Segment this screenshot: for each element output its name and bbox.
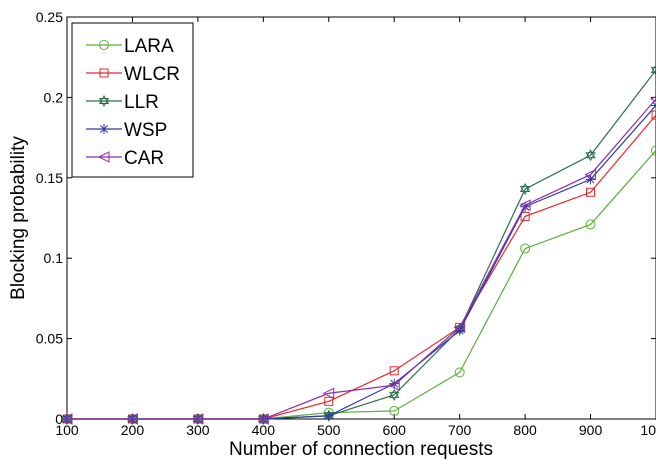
- legend-marker-llr: [98, 94, 110, 108]
- x-tick-label-700: 700: [448, 422, 472, 438]
- point-llr-800: [519, 183, 531, 196]
- point-wsp-600: [389, 378, 400, 389]
- point-llr-900: [585, 149, 596, 162]
- point-lara-1000: [651, 145, 656, 156]
- point-car-600: [388, 379, 400, 392]
- legend-marker-llr-up: [98, 94, 110, 104]
- point-wsp-900: [585, 174, 596, 185]
- point-llr-900-up: [585, 149, 596, 159]
- point-llr-900-down: [585, 152, 596, 162]
- point-llr-600-up: [389, 388, 400, 398]
- point-llr-800-down: [519, 186, 531, 196]
- legend: LARA WLCR LLR WSP CAR: [71, 22, 194, 178]
- point-llr-800-up: [519, 183, 531, 193]
- x-tick-label-500: 500: [317, 422, 341, 438]
- point-car-800: [518, 199, 531, 211]
- legend-entry-wlcr: WLCR: [86, 64, 180, 85]
- legend-label-wlcr: WLCR: [124, 64, 180, 85]
- series-layer: [60, 64, 656, 426]
- x-tick-label-400: 400: [252, 422, 276, 438]
- y-tick-label-0.15: 0.15: [36, 170, 63, 186]
- y-axis-label: Blocking probability: [8, 136, 29, 300]
- legend-label-wsp: WSP: [124, 120, 167, 141]
- legend-marker-lara: [99, 40, 109, 50]
- point-llr-600-down: [389, 391, 400, 401]
- point-car-300: [191, 413, 204, 425]
- x-axis-label: Number of connection requests: [229, 439, 493, 459]
- point-wsp-700: [454, 325, 465, 336]
- y-tick-label-0.1: 0.1: [44, 250, 64, 266]
- point-wlcr-1000: [651, 110, 656, 120]
- point-llr-600: [389, 388, 400, 401]
- point-car-500: [322, 387, 335, 400]
- x-tick-label-600: 600: [383, 422, 407, 438]
- point-wlcr-600: [389, 366, 399, 376]
- y-tick-label-0: 0: [55, 411, 63, 427]
- point-llr-1000-down: [650, 67, 656, 77]
- point-car-100: [60, 413, 73, 425]
- point-car-900: [584, 168, 597, 181]
- legend-marker-wsp: [99, 124, 109, 134]
- legend-box: [71, 22, 194, 178]
- point-car-200: [126, 413, 138, 425]
- point-lara-900: [585, 219, 596, 230]
- point-wlcr-900: [586, 187, 596, 197]
- point-wsp-500: [323, 410, 334, 421]
- x-tick-label-100: 100: [55, 422, 79, 438]
- point-wsp-800: [520, 201, 531, 212]
- legend-entry-car: CAR: [86, 148, 164, 169]
- y-tick-label-0.2: 0.2: [44, 89, 64, 105]
- legend-label-car: CAR: [124, 148, 164, 169]
- point-car-700: [453, 321, 466, 334]
- series-car: [60, 95, 656, 425]
- legend-entry-lara: LARA: [86, 36, 174, 57]
- legend-entry-llr: LLR: [86, 92, 159, 113]
- point-lara-600: [389, 405, 400, 416]
- legend-marker-car: [97, 151, 110, 163]
- legend-marker-wlcr: [99, 68, 109, 78]
- x-tick-label-200: 200: [121, 422, 145, 438]
- legend-entry-wsp: WSP: [86, 120, 167, 141]
- point-llr-1000-up: [650, 64, 656, 74]
- legend-label-lara: LARA: [124, 36, 174, 57]
- y-tick-label-0.05: 0.05: [36, 331, 63, 347]
- point-lara-800: [520, 243, 531, 254]
- series-line-car: [67, 98, 656, 420]
- x-tick-label-300: 300: [186, 422, 210, 438]
- point-wlcr-500: [324, 396, 334, 406]
- point-car-400: [257, 413, 269, 425]
- x-tick-label-800: 800: [513, 422, 537, 438]
- point-lara-700: [454, 367, 465, 378]
- legend-label-llr: LLR: [124, 92, 159, 113]
- point-llr-1000: [650, 64, 656, 77]
- y-tick-label-0.25: 0.25: [36, 9, 63, 25]
- legend-marker-llr-down: [98, 98, 110, 108]
- point-wlcr-800: [520, 211, 530, 221]
- x-tick-label-900: 900: [579, 422, 603, 438]
